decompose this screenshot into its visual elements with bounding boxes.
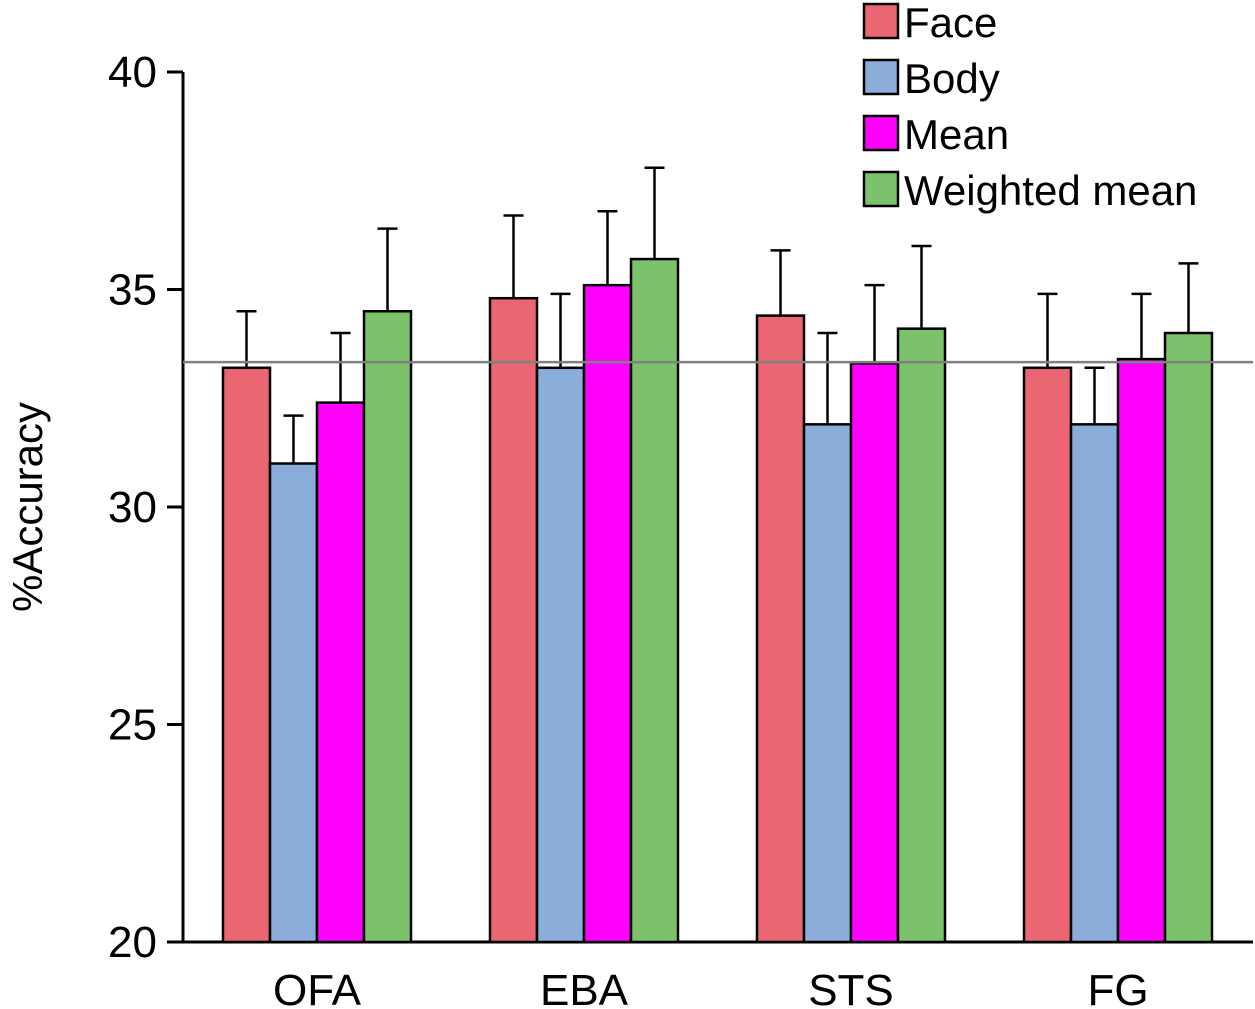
x-tick-label-eba: EBA <box>540 966 629 1009</box>
y-tick-label: 35 <box>108 266 157 315</box>
bar-weighted-mean-fg <box>1163 331 1214 944</box>
bar-body-fg <box>1069 423 1120 944</box>
legend-label-face: Face <box>904 0 997 46</box>
legend: Face Body Mean Weighted mean <box>862 0 1197 214</box>
bar-mean-fg <box>1116 357 1167 944</box>
x-tick-label-ofa: OFA <box>273 966 362 1009</box>
legend-label-mean: Mean <box>904 111 1009 158</box>
bar-body-eba <box>535 366 586 944</box>
legend-swatch-mean <box>862 114 900 152</box>
error-bars <box>236 166 1199 464</box>
bar-mean-eba <box>582 283 633 944</box>
bar-weighted-mean-ofa <box>362 310 413 944</box>
bar-face-fg <box>1022 366 1073 944</box>
y-tick-label: 25 <box>108 701 157 750</box>
y-tick-label: 40 <box>108 48 157 97</box>
bar-body-ofa <box>268 462 319 944</box>
bar-face-eba <box>488 296 539 944</box>
legend-swatch-weighted-mean <box>862 170 900 208</box>
bars <box>221 257 1214 944</box>
bar-mean-sts <box>849 362 900 944</box>
y-tick-label: 20 <box>108 918 157 967</box>
bar-face-sts <box>755 314 806 944</box>
legend-swatch-body <box>862 58 900 96</box>
x-tick-label-fg: FG <box>1087 966 1148 1009</box>
y-axis-label: %Accuracy <box>4 402 51 612</box>
bar-face-ofa <box>221 366 272 944</box>
labels: 20 25 30 35 40 %Accuracy OFA EBA STS FG <box>4 48 1149 1009</box>
y-tick-label: 30 <box>108 483 157 532</box>
legend-label-body: Body <box>904 55 1000 102</box>
bar-weighted-mean-eba <box>629 257 680 944</box>
legend-swatch-face <box>862 2 900 40</box>
bar-body-sts <box>802 423 853 944</box>
bar-weighted-mean-sts <box>896 327 947 944</box>
legend-label-weighted-mean: Weighted mean <box>904 167 1197 214</box>
bar-mean-ofa <box>315 401 366 944</box>
x-tick-label-sts: STS <box>808 966 894 1009</box>
